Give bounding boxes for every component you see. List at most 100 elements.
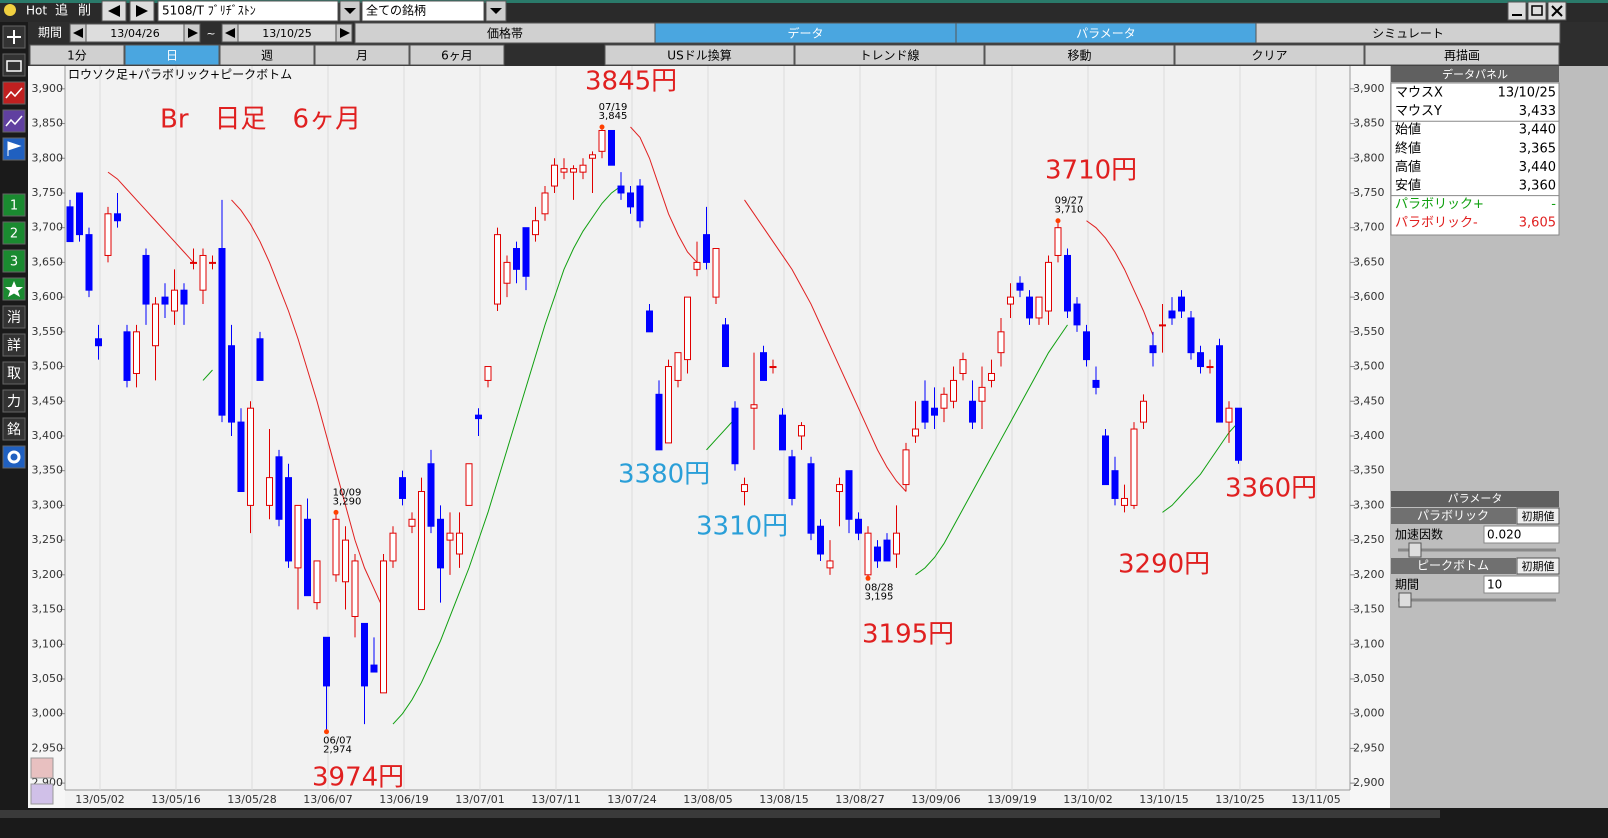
candle-body <box>779 414 786 451</box>
tool-button[interactable] <box>1174 44 1365 66</box>
x-tick-label: 13/05/02 <box>75 793 124 806</box>
peak-marker <box>324 729 329 735</box>
side-tool[interactable] <box>2 417 26 441</box>
candle-body <box>190 261 197 264</box>
side-tool[interactable] <box>2 305 26 329</box>
y2-tick-label: 3,050 <box>1353 672 1385 685</box>
slider-thumb[interactable] <box>1398 592 1412 608</box>
next-arrow <box>136 5 148 17</box>
y2-tick-label: 3,900 <box>1353 82 1385 95</box>
y2-tick-label: 3,650 <box>1353 255 1385 268</box>
candle-body <box>931 407 938 416</box>
interval-button[interactable] <box>219 44 315 66</box>
interval-button[interactable] <box>409 44 505 66</box>
candle-body <box>589 154 596 159</box>
param-section-title: ピークボトム <box>1417 559 1489 573</box>
y-tick-label: 3,400 <box>32 429 64 442</box>
side-icon[interactable] <box>2 137 26 161</box>
side-tool[interactable] <box>2 389 26 413</box>
candle-body <box>836 484 843 493</box>
candle-body <box>1149 345 1157 354</box>
peak-date: 09/27 <box>1055 196 1084 207</box>
x-tick-label: 13/09/06 <box>911 793 960 806</box>
candle-body <box>598 129 606 152</box>
candle-body <box>855 518 862 534</box>
sar-minus-line <box>107 171 194 263</box>
sar-minus-line <box>1086 220 1154 336</box>
add-button: 追 <box>55 3 68 19</box>
hot-icon <box>4 4 16 16</box>
settings-icon[interactable] <box>2 445 26 469</box>
candle-body <box>285 477 292 562</box>
candle-body <box>693 261 701 270</box>
param-input[interactable] <box>1483 525 1560 544</box>
side-number[interactable] <box>2 221 26 245</box>
gear-glyph <box>7 450 21 464</box>
side-tool[interactable] <box>2 333 26 357</box>
interval-button[interactable] <box>29 44 125 66</box>
candle-body <box>1235 407 1242 461</box>
symbol-text: 5108/T ﾌﾞﾘﾁﾞｽﾄﾝ <box>162 4 256 18</box>
candle-body <box>1016 282 1024 291</box>
candle-body <box>161 296 169 305</box>
interval-button-label: 週 <box>261 49 273 63</box>
mini-icon[interactable] <box>30 783 54 805</box>
sar-plus-line <box>915 324 1068 576</box>
side-tool-label: 詳 <box>7 338 21 354</box>
candle-body <box>1178 296 1185 312</box>
side-number[interactable] <box>2 249 26 273</box>
candle-body <box>494 234 501 305</box>
interval-button[interactable] <box>314 44 410 66</box>
reset-button-label: 初期値 <box>1522 559 1555 573</box>
universe-input[interactable] <box>361 0 485 22</box>
peak-price: 3,845 <box>599 111 628 122</box>
param-input[interactable] <box>1483 575 1560 594</box>
candle-body <box>513 248 520 270</box>
window-button[interactable] <box>1527 1 1547 21</box>
side-number[interactable] <box>2 193 26 217</box>
mini-icon[interactable] <box>30 757 54 779</box>
candle-body <box>399 477 406 499</box>
annotation: 3290円 <box>1118 550 1210 580</box>
tool-button[interactable] <box>794 44 985 66</box>
slider-thumb[interactable] <box>1408 542 1422 558</box>
candle-body <box>522 227 530 277</box>
symbol-input[interactable] <box>157 0 339 22</box>
chart-title: ロウソク足+パラボリック+ピークボトム <box>68 68 292 82</box>
candle-body <box>579 164 587 173</box>
side-tool[interactable] <box>2 361 26 385</box>
data-value: 3,365 <box>1519 141 1556 156</box>
tool-button[interactable] <box>604 44 795 66</box>
y-tick-label: 3,550 <box>32 325 64 338</box>
reset-button[interactable] <box>1516 507 1560 525</box>
tab[interactable] <box>1255 22 1561 44</box>
window-button[interactable] <box>1507 1 1527 21</box>
y-tick-label: 3,100 <box>32 637 64 650</box>
y2-tick-label: 3,250 <box>1353 533 1385 546</box>
arrow <box>340 28 350 38</box>
reset-button[interactable] <box>1516 557 1560 575</box>
tool-button[interactable] <box>1364 44 1560 66</box>
candle-body <box>1225 407 1233 423</box>
candle-body <box>817 525 824 555</box>
maximize-glyph <box>1531 5 1543 16</box>
y2-tick-label: 3,750 <box>1353 186 1385 199</box>
candle-body <box>1159 324 1166 327</box>
y-tick-label: 3,700 <box>32 221 64 234</box>
y-tick-label: 3,050 <box>32 672 64 685</box>
sar-plus-line <box>706 418 736 451</box>
y2-tick-label: 3,000 <box>1353 707 1385 720</box>
sar-plus-line <box>392 185 622 725</box>
candle-body <box>1168 310 1176 319</box>
data-value: 3,433 <box>1519 104 1556 119</box>
candle-body <box>1073 303 1081 326</box>
candle-body <box>408 518 416 527</box>
side-icon[interactable] <box>2 81 26 105</box>
side-icon[interactable] <box>2 109 26 133</box>
param-title: パラメータ <box>1448 492 1503 505</box>
candle-body <box>323 636 330 687</box>
candle-body <box>750 404 758 409</box>
tool-button[interactable] <box>984 44 1175 66</box>
y-tick-label: 3,450 <box>32 394 64 407</box>
interval-button[interactable] <box>124 44 220 66</box>
